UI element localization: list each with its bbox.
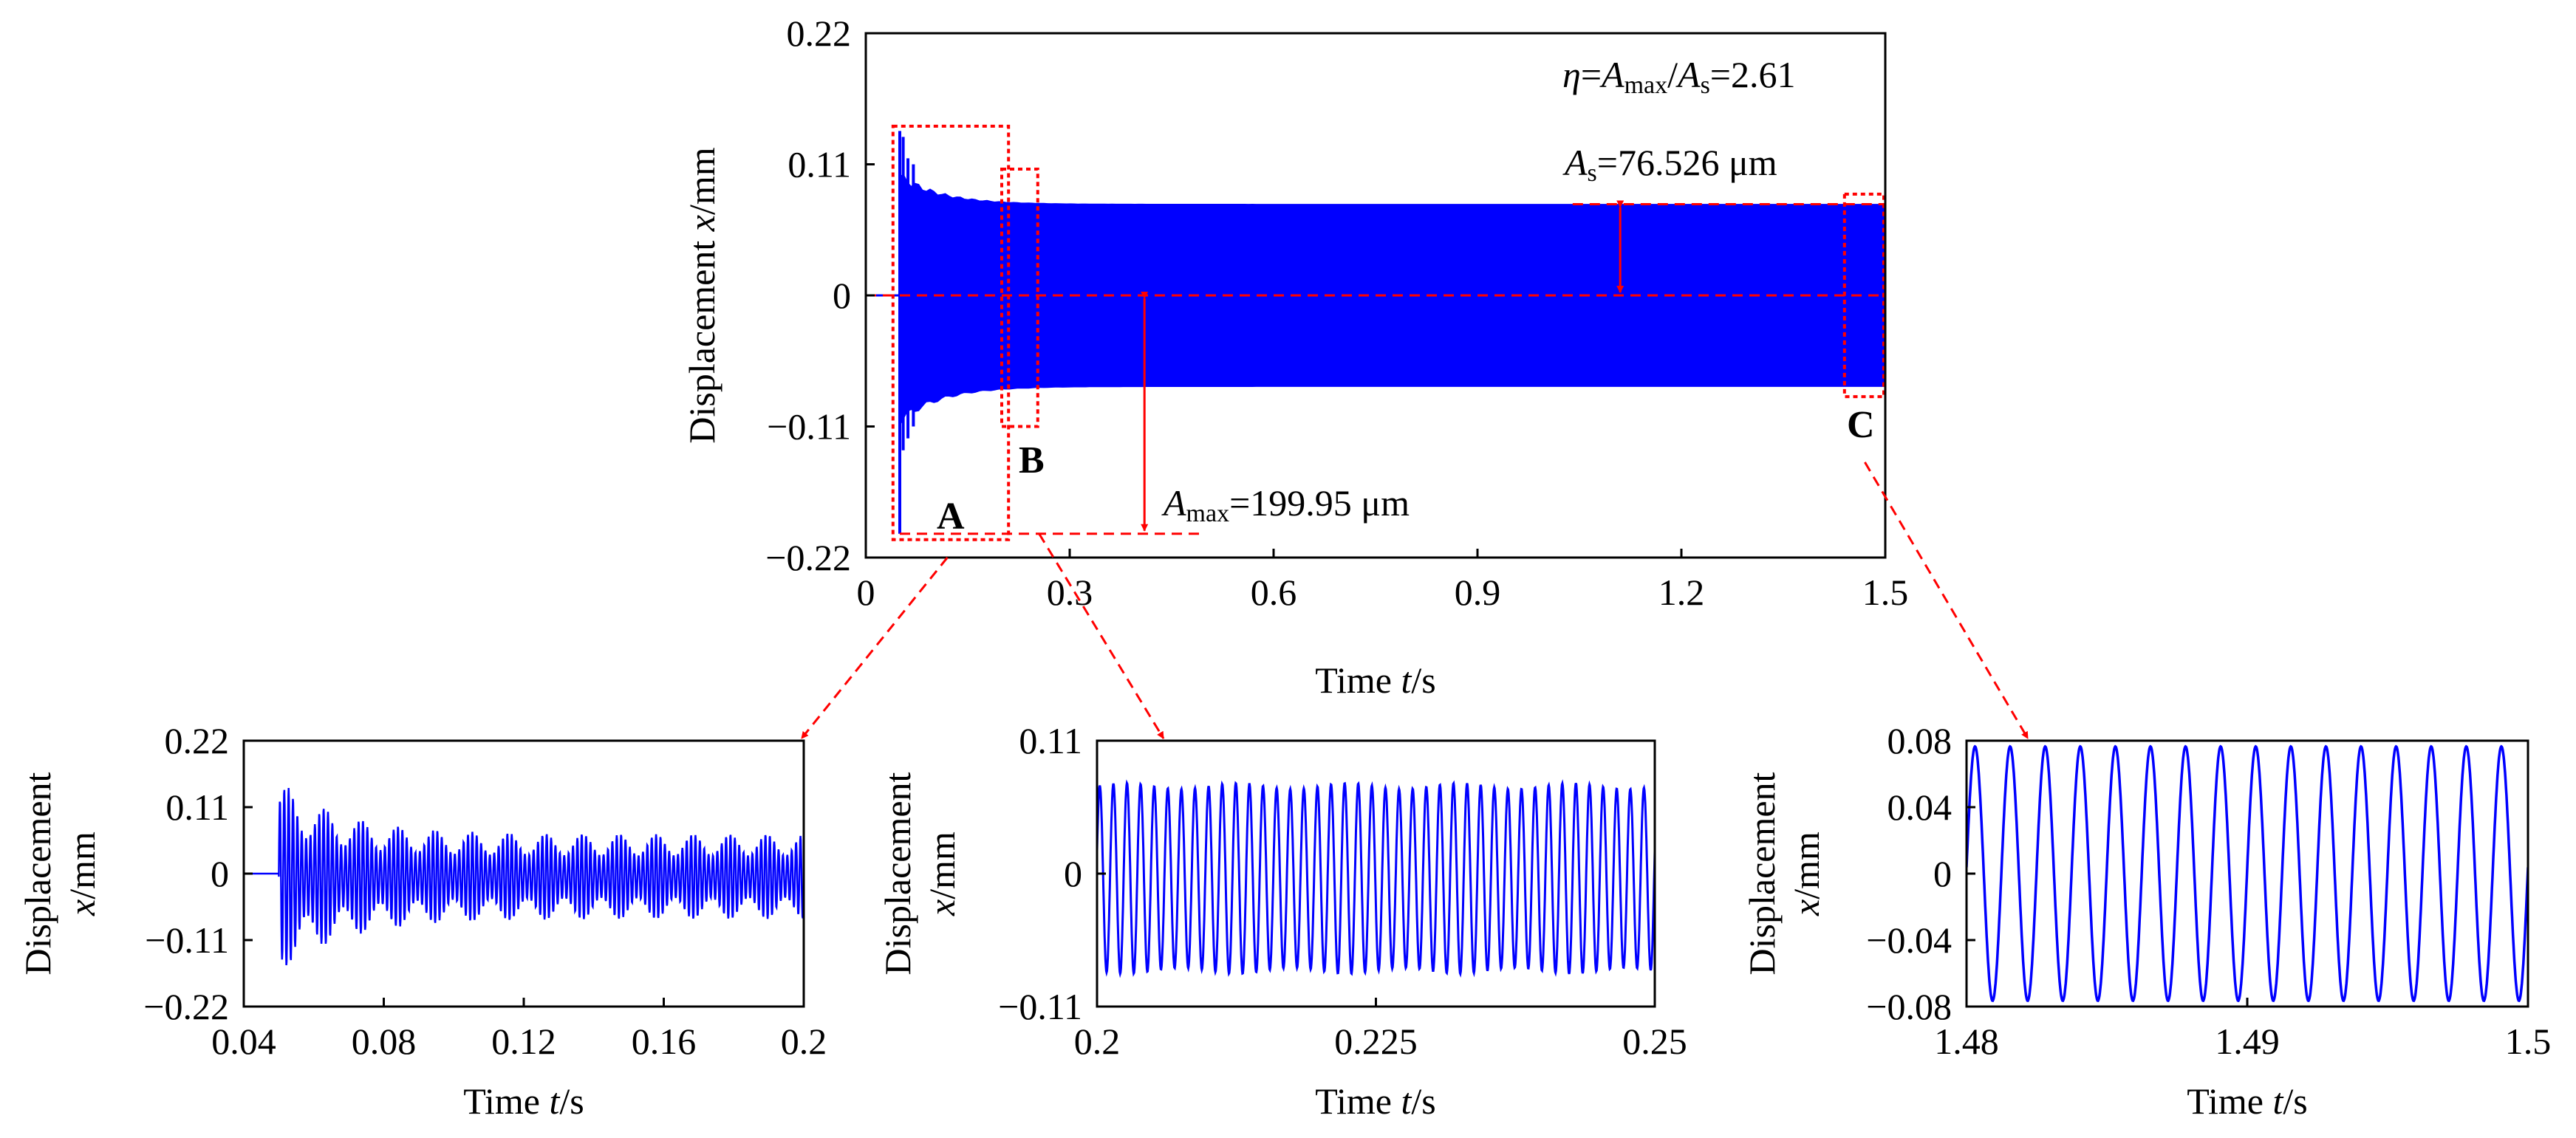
region-c-label: C [1847, 404, 1875, 446]
a-x-tick-label-3: 0.16 [632, 1021, 697, 1062]
c-x-tick-label-1: 1.49 [2215, 1021, 2280, 1062]
zoom-b-y-axis-title: Displacement [877, 772, 918, 975]
as-annotation: As=76.526 μm [1562, 142, 1777, 187]
main-x-tick-label-0: 0 [857, 572, 875, 613]
zoom-b-signal-series [1097, 779, 1655, 978]
zoom-b-x-axis-title: Time t/s [1315, 1080, 1436, 1122]
main-y-tick-label-2: 0 [833, 275, 851, 316]
c-y-tick-label-0: 0.08 [1887, 720, 1953, 761]
main-annotation-layer [866, 124, 1886, 541]
main-y-tick-label-3: −0.11 [767, 406, 851, 448]
c-y-tick-label-4: −0.08 [1866, 986, 1952, 1027]
main-chart: 0 0.3 0.6 0.9 1.2 1.5 0.22 0.11 0 −0.11 −0.22 Time… [681, 13, 1908, 701]
connector-arrow-c [1864, 462, 2029, 739]
zoom-chart-c: 1.48 1.49 1.50.080.040−0.04−0.08 Time t/s … [1741, 720, 2551, 1122]
main-y-tick-label-4: −0.22 [765, 537, 851, 578]
main-signal-band [899, 174, 1885, 427]
zoom-chart-a: 0.04 0.08 0.12 0.16 0.2 0.22 0.11 0 −0.11 −0.22 T… [17, 720, 827, 1122]
amax-annotation: Amax=199.95 μm [1161, 482, 1410, 527]
zoom-c-y-axis-title: Displacement [1741, 772, 1783, 975]
b-x-tick-label-2: 0.25 [1622, 1021, 1687, 1062]
ratio-annotation: η=Amax/As=2.61 [1562, 54, 1796, 99]
b-y-tick-label-0: 0.11 [1019, 720, 1082, 761]
a-y-tick-label-1: 0.11 [165, 786, 229, 828]
connector-arrow-a [800, 557, 949, 739]
zoom-a-x-axis-title: Time t/s [463, 1080, 584, 1122]
zoom-connectors [800, 462, 2029, 739]
zoom-a-axis-ticks: 0.04 0.08 0.12 0.16 0.2 0.22 0.11 0 −0.11 −0.22 [143, 720, 827, 1062]
region-box-c [1842, 192, 1886, 399]
a-y-tick-label-4: −0.22 [143, 986, 229, 1027]
c-y-tick-label-3: −0.04 [1866, 919, 1952, 961]
zoom-a-y-axis-title: Displacement [17, 772, 58, 975]
region-a-label: A [937, 496, 965, 538]
zoom-c-x-axis-title: Time t/s [2187, 1080, 2308, 1122]
zoom-a-y-axis-unit: x/mm [61, 832, 103, 916]
a-y-tick-label-2: 0 [211, 853, 229, 894]
a-x-tick-label-2: 0.12 [491, 1021, 556, 1062]
main-y-tick-label-1: 0.11 [788, 144, 851, 185]
zoom-c-signal-series [1967, 744, 2528, 1003]
main-y-axis-title: Displacement x/mm [681, 147, 722, 443]
a-y-tick-label-0: 0.22 [165, 720, 230, 761]
zoom-b-signal-line [1097, 779, 1655, 978]
main-y-tick-label-0: 0.22 [787, 13, 852, 54]
a-x-tick-label-1: 0.08 [352, 1021, 417, 1062]
main-x-tick-label-5: 1.5 [1862, 572, 1909, 613]
zoom-a-signal-line [244, 787, 804, 966]
main-x-tick-label-3: 0.9 [1455, 572, 1501, 613]
region-b-label: B [1019, 439, 1045, 481]
b-y-tick-label-1: 0 [1064, 853, 1082, 894]
main-x-tick-label-2: 0.6 [1251, 572, 1297, 613]
c-x-tick-label-2: 1.5 [2505, 1021, 2552, 1062]
zoom-c-axis-ticks: 1.48 1.49 1.5 0.08 0.04 0 −0.04 −0.08 [1866, 720, 2551, 1062]
zoom-b-axis-ticks: 0.2 0.225 0.25 0.11 0 −0.11 [998, 720, 1687, 1062]
main-x-tick-label-1: 0.3 [1047, 572, 1093, 613]
a-x-tick-label-0: 0.04 [211, 1021, 276, 1062]
connector-arrow-b [1038, 532, 1165, 739]
zoom-c-y-axis-unit: x/mm [1786, 832, 1827, 916]
region-box-b [1000, 167, 1039, 428]
a-x-tick-label-4: 0.2 [781, 1021, 827, 1062]
zoom-c-signal-line [1967, 744, 2528, 1003]
a-y-tick-label-3: −0.11 [145, 919, 229, 961]
c-x-tick-label-0: 1.48 [1934, 1021, 1999, 1062]
c-y-tick-label-2: 0 [1933, 853, 1952, 894]
b-x-tick-label-1: 0.225 [1334, 1021, 1418, 1062]
c-y-tick-label-1: 0.04 [1887, 786, 1953, 828]
main-x-tick-label-4: 1.2 [1658, 572, 1705, 613]
region-box-a [891, 124, 1011, 541]
zoom-a-signal-series [244, 787, 804, 966]
zoom-chart-b: 0.2 0.225 0.25 0.11 0 −0.11 Time t/s Displace… [877, 720, 1687, 1122]
main-x-axis-title: Time t/s [1315, 659, 1436, 701]
zoom-b-y-axis-unit: x/mm [921, 832, 963, 916]
main-axis-ticks: 0 0.3 0.6 0.9 1.2 1.5 0.22 0.11 0 −0.11 −0.22 [765, 13, 1908, 613]
b-x-tick-label-0: 0.2 [1074, 1021, 1121, 1062]
b-y-tick-label-2: −0.11 [998, 986, 1082, 1027]
